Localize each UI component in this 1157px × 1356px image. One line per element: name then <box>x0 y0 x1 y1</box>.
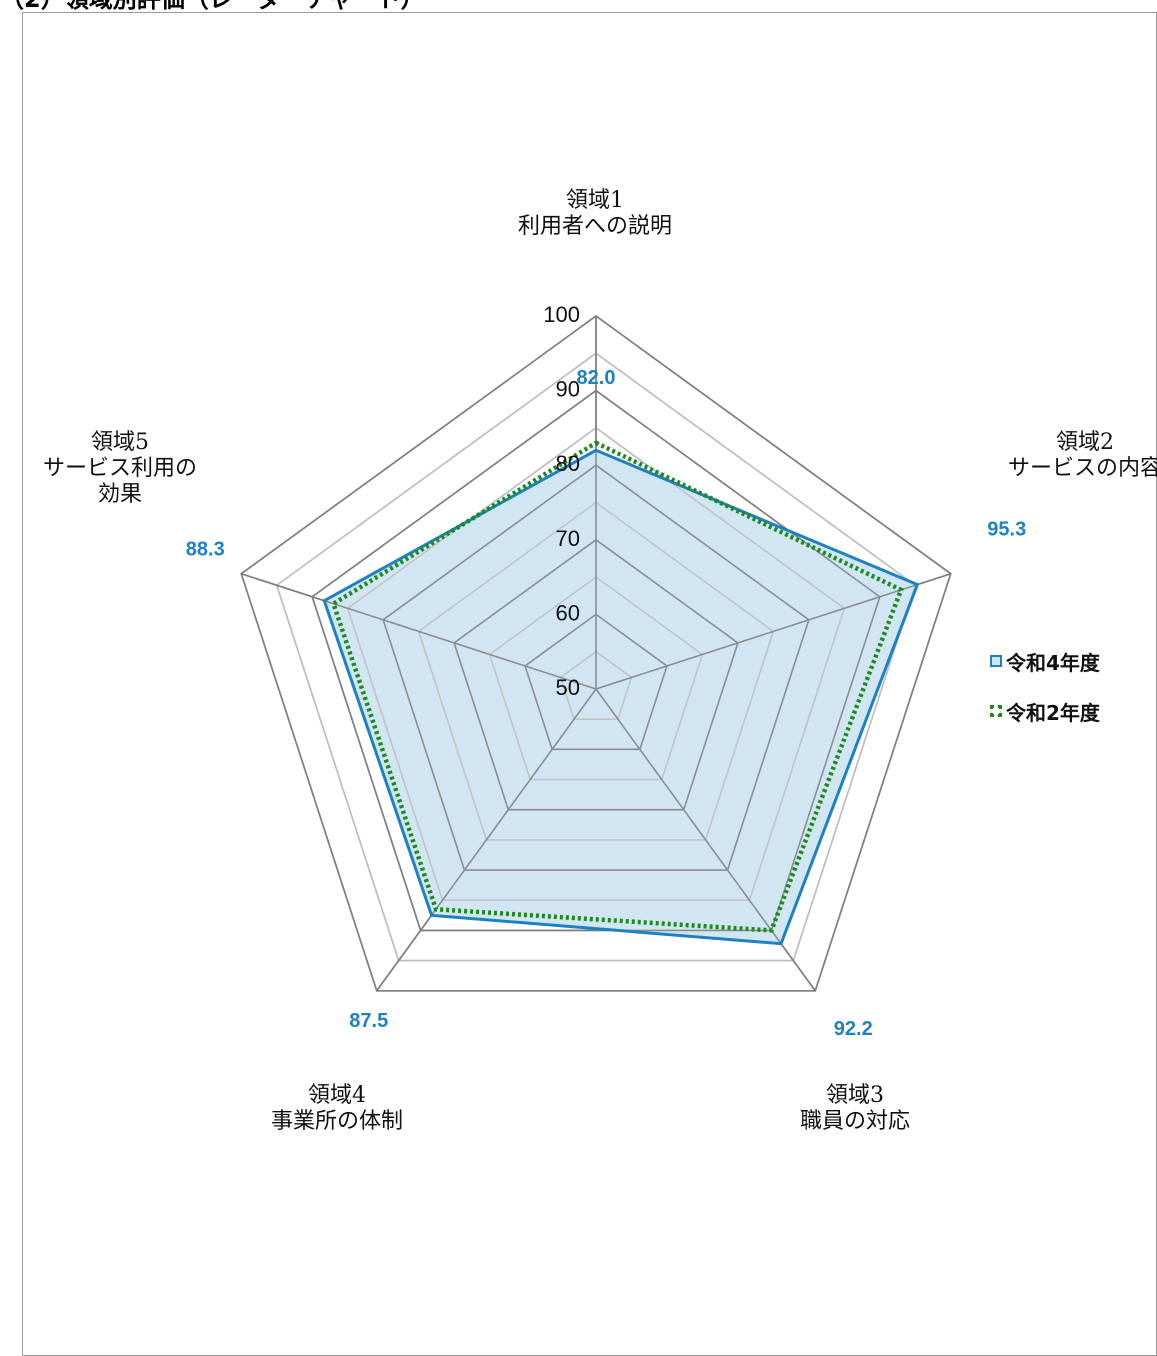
axis-label-2: 領域2 サービスの内容 <box>1007 430 1157 481</box>
axis-label-4: 領域4 事業所の体制 <box>270 1083 403 1134</box>
tick-label: 60 <box>556 600 580 625</box>
gridline-minor-overlay <box>275 352 917 962</box>
tick-label: 80 <box>556 451 580 476</box>
data-point-s2-3 <box>770 929 772 931</box>
gridline-minor-overlay <box>346 426 846 902</box>
tick-label: 100 <box>543 302 580 327</box>
gridline-major-overlay <box>524 613 668 751</box>
tick-label: 50 <box>556 675 580 700</box>
tick-label: 90 <box>556 377 580 402</box>
gridline-major-overlay <box>311 389 881 932</box>
data-label-5: 88.3 <box>186 539 225 561</box>
spoke-2-overlay <box>595 572 951 690</box>
data-point-s1-1 <box>595 449 597 451</box>
gridline-minor-overlay <box>417 501 775 841</box>
series-fill-1 <box>324 450 918 944</box>
axis-label-1: 領域1 利用者への説明 <box>517 188 672 239</box>
gridline-major-overlay <box>382 464 810 871</box>
tick-label: 70 <box>556 526 580 551</box>
page-title: （2）領域別評価（レーダーチャート） <box>0 0 424 12</box>
data-point-s2-5 <box>332 603 334 605</box>
data-label-1: 82.0 <box>577 367 616 389</box>
radar-series <box>240 315 952 992</box>
data-point-s2-1 <box>595 442 597 444</box>
data-point-s2-2 <box>900 589 902 591</box>
data-point-s1-2 <box>916 584 918 586</box>
gridline-minor-overlay <box>559 650 633 720</box>
legend: 令和4年度 令和2年度 <box>990 648 1100 748</box>
data-label-3: 92.2 <box>834 1018 873 1040</box>
legend-item-2: 令和2年度 <box>990 698 1100 725</box>
data-point-s1-5 <box>323 600 325 602</box>
spoke-4-overlay <box>376 688 597 992</box>
gridline-major-overlay <box>453 538 739 811</box>
gridline-minor-overlay <box>488 576 704 781</box>
series-line-2 <box>330 440 904 933</box>
spoke-3-overlay <box>595 688 816 992</box>
data-point-s1-3 <box>780 943 782 945</box>
spoke-5-overlay <box>241 572 597 690</box>
data-point-s1-4 <box>431 914 433 916</box>
radar-grid-overlay <box>240 315 952 992</box>
data-label-4: 87.5 <box>349 1010 388 1032</box>
legend-label-1: 令和4年度 <box>1006 650 1100 675</box>
radial-ticks: 50 60 70 80 90 100 <box>543 302 580 700</box>
data-label-2: 95.3 <box>987 519 1026 541</box>
data-labels: 82.0 95.3 92.2 87.5 88.3 <box>186 367 1026 1040</box>
series-line-1 <box>322 448 920 946</box>
axis-label-3: 領域3 職員の対応 <box>799 1083 910 1134</box>
gridline-major-overlay <box>240 315 952 992</box>
legend-item-1: 令和4年度 <box>990 648 1100 675</box>
legend-swatch-dotted-icon <box>990 705 1002 717</box>
axis-label-5: 領域5 サービス利用の 効果 <box>42 430 197 507</box>
legend-swatch-solid-icon <box>990 655 1002 667</box>
data-point-s2-4 <box>435 908 437 910</box>
legend-label-2: 令和2年度 <box>1006 700 1100 725</box>
